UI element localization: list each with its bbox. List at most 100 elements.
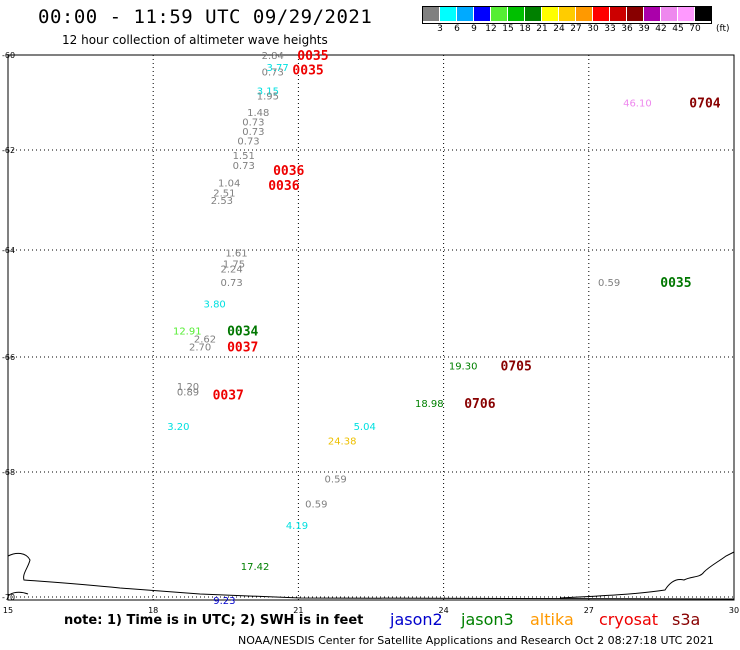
lon-tick-label: 18	[148, 606, 158, 615]
pass-time-label: 0706	[464, 397, 495, 412]
wave-height-value: 0.73	[262, 68, 284, 79]
wave-height-value: 5.04	[354, 422, 376, 433]
footer-note: note: 1) Time is in UTC; 2) SWH is in fe…	[64, 613, 364, 628]
legend-swatch	[593, 7, 610, 21]
wave-height-value: 3.20	[167, 422, 189, 433]
legend-label: 24	[553, 24, 565, 34]
legend-swatch	[508, 7, 525, 21]
legend-label: 33	[604, 24, 616, 34]
pass-time-label: 0036	[268, 179, 299, 194]
wave-height-value: 0.59	[325, 474, 347, 485]
wave-height-value: 46.10	[623, 99, 652, 110]
legend-label: 70	[689, 24, 701, 34]
wave-height-value: 0.73	[237, 137, 259, 148]
legend-label: 30	[587, 24, 599, 34]
color-scale-legend	[422, 6, 712, 24]
legend-label: 18	[519, 24, 531, 34]
legend-swatch	[440, 7, 457, 21]
wave-height-value: 24.38	[328, 436, 357, 447]
wave-height-value: 0.89	[177, 388, 199, 399]
map-frame	[7, 54, 735, 601]
lon-tick-label: 27	[584, 606, 594, 615]
pass-time-label: 0035	[660, 276, 691, 291]
wave-height-value: 0.73	[233, 161, 255, 172]
pass-time-label: 0037	[213, 388, 244, 403]
wave-height-value: 1.61	[225, 249, 247, 260]
satellite-jason2: jason2	[390, 610, 443, 629]
wave-height-observations: 2.843.770.733.151.951.480.730.730.731.51…	[167, 51, 652, 607]
wave-height-value: 1.51	[233, 151, 255, 162]
lat-tick-label: -68	[2, 468, 15, 477]
satellite-altika: altika	[530, 610, 574, 629]
antarctic-coastline	[7, 551, 735, 600]
legend-label: 42	[655, 24, 667, 34]
pass-time-label: 0037	[227, 340, 258, 355]
lon-tick-label: 24	[439, 606, 449, 615]
legend-swatch	[457, 7, 474, 21]
legend-label: 3	[437, 24, 443, 34]
legend-label: 45	[672, 24, 684, 34]
wave-height-value: 0.73	[242, 127, 264, 138]
wave-height-value: 2.51	[213, 189, 235, 200]
wave-height-value: 2.53	[211, 196, 233, 207]
graticule	[7, 54, 735, 600]
legend-swatch	[576, 7, 593, 21]
satellite-cryosat: cryosat	[599, 610, 659, 629]
legend-swatch	[423, 7, 440, 21]
legend-label: 15	[502, 24, 514, 34]
wave-height-value: 4.19	[286, 521, 308, 532]
wave-height-value: 2.62	[194, 334, 216, 345]
legend-swatch	[678, 7, 695, 21]
wave-height-value: 1.48	[247, 108, 269, 119]
wave-height-value: 9.23	[213, 596, 235, 607]
legend-swatch	[695, 7, 711, 21]
legend-unit: (ft)	[716, 24, 730, 34]
lat-tick-label: -60	[2, 51, 15, 60]
wave-height-value: 1.75	[223, 259, 245, 270]
legend-label: 6	[454, 24, 460, 34]
wave-height-value: 1.20	[177, 382, 199, 393]
wave-height-value: 19.30	[449, 362, 478, 373]
wave-height-value: 3.15	[257, 87, 279, 98]
wave-height-value: 3.80	[204, 300, 226, 311]
lat-tick-label: -62	[2, 146, 15, 155]
legend-label: 12	[485, 24, 497, 34]
wave-height-value: 12.91	[173, 326, 202, 337]
pass-time-label: 0035	[297, 49, 328, 64]
legend-swatch	[525, 7, 542, 21]
lon-tick-label: 21	[293, 606, 303, 615]
lon-tick-label: 15	[3, 606, 13, 615]
lon-tick-label: 30	[729, 606, 739, 615]
wave-height-value: 2.24	[220, 265, 242, 276]
legend-swatch	[559, 7, 576, 21]
pass-time-label: 0704	[689, 97, 720, 112]
wave-height-value: 2.84	[262, 51, 284, 62]
legend-swatch	[491, 7, 508, 21]
wave-height-value: 0.73	[220, 278, 242, 289]
pass-time-label: 0034	[227, 324, 258, 339]
legend-label: 27	[570, 24, 582, 34]
legend-label: 36	[621, 24, 633, 34]
credit-line: NOAA/NESDIS Center for Satellite Applica…	[238, 634, 714, 647]
legend-swatch	[474, 7, 491, 21]
lat-tick-label: -66	[2, 353, 15, 362]
legend-swatch	[610, 7, 627, 21]
wave-height-value: 17.42	[241, 562, 270, 573]
wave-height-value: 2.70	[189, 342, 211, 353]
map-subtitle: 12 hour collection of altimeter wave hei…	[62, 33, 328, 47]
legend-label: 21	[536, 24, 548, 34]
pass-time-labels: 0035003500360036003400370037070507060707…	[213, 49, 721, 650]
pass-time-label: 0705	[501, 360, 532, 375]
wave-height-value: 0.59	[305, 499, 327, 510]
satellite-s3a: s3a	[672, 610, 701, 629]
legend-swatch	[661, 7, 678, 21]
pass-time-label: 0036	[273, 164, 304, 179]
legend-swatch	[644, 7, 661, 21]
pass-time-label: 0035	[292, 63, 323, 78]
legend-swatch	[627, 7, 644, 21]
wave-height-value: 18.98	[415, 399, 444, 410]
satellite-jason3: jason3	[461, 610, 514, 629]
wave-height-value: 1.04	[218, 179, 240, 190]
wave-height-value: 3.77	[266, 63, 288, 74]
